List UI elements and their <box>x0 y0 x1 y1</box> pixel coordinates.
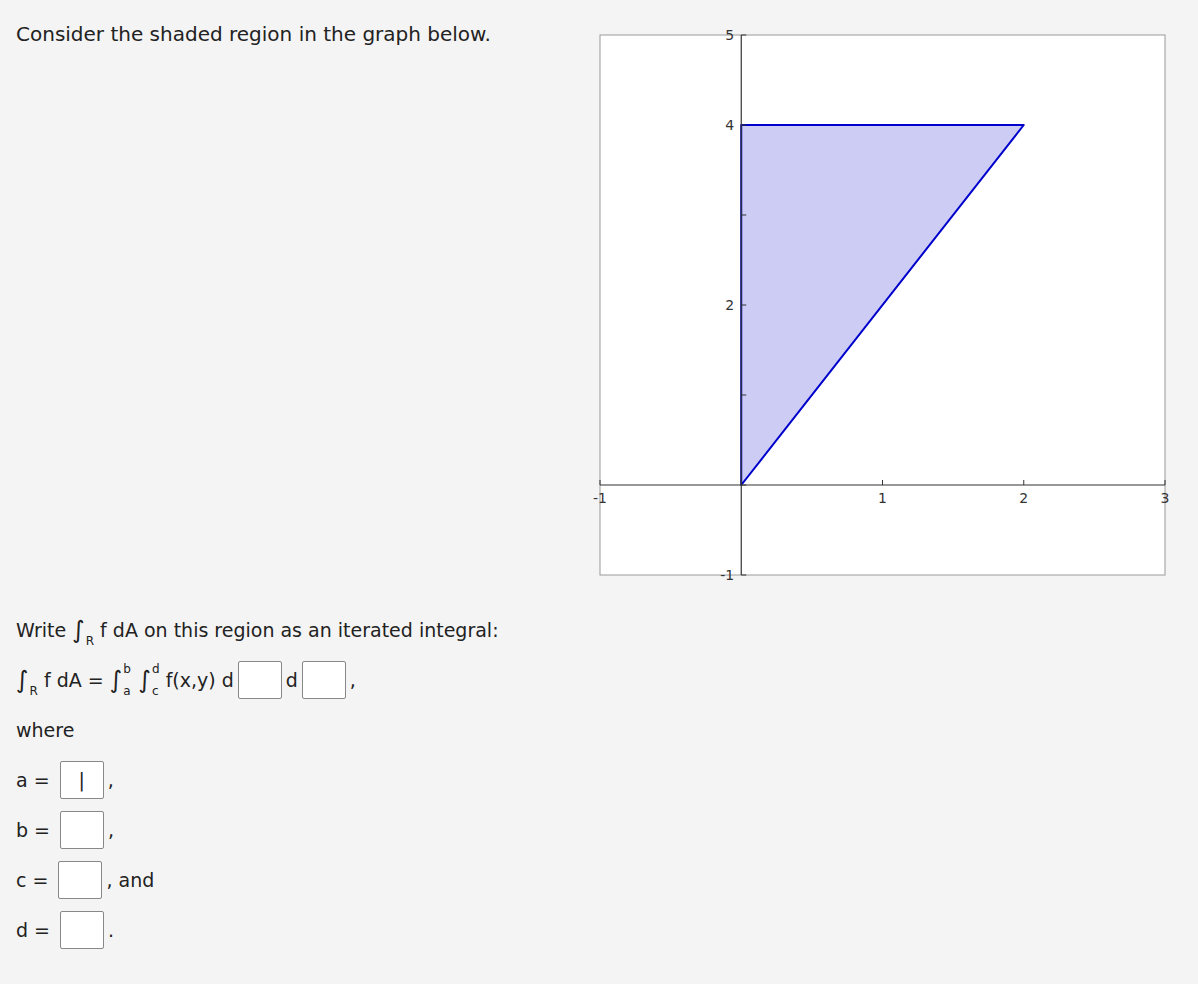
y-tick <box>741 575 746 576</box>
annotation-line: c = , and <box>16 858 154 902</box>
annotation-line: where <box>16 708 74 752</box>
annotation-text: f dA on this region as an iterated integ… <box>94 619 498 641</box>
integral: ∫R <box>16 662 38 698</box>
annotation-text: , <box>350 669 356 691</box>
integral-sign: ∫ <box>110 666 123 694</box>
x-tick-label: 3 <box>1161 490 1170 506</box>
annotation-line: ∫R f dA = ∫ba ∫dc f(x,y) dd, <box>16 658 356 702</box>
y-tick <box>741 485 746 486</box>
annotation-text: . <box>108 919 114 941</box>
answer-box[interactable] <box>60 811 104 849</box>
x-tick <box>600 480 601 485</box>
annotation-line: Write ∫R f dA on this region as an itera… <box>16 608 499 652</box>
annotation-text: Write <box>16 619 72 641</box>
y-tick-label: -1 <box>720 567 734 583</box>
upper-limit: b <box>123 662 131 676</box>
integral: ∫R <box>72 612 94 648</box>
plot-area <box>741 125 1024 485</box>
annotation-text: c = <box>16 869 54 891</box>
x-tick <box>741 480 742 485</box>
y-tick-label: 5 <box>725 27 734 43</box>
cursor: | <box>78 769 84 791</box>
integral: ∫dc <box>131 662 160 698</box>
lower-limit: R <box>30 684 38 698</box>
annotation-text: a = <box>16 769 56 791</box>
integral: ∫ba <box>110 662 131 698</box>
lower-limit: a <box>123 684 131 698</box>
y-tick-label: 2 <box>725 297 734 313</box>
answer-box[interactable] <box>238 661 282 699</box>
y-tick <box>741 215 746 216</box>
answer-box[interactable] <box>60 911 104 949</box>
x-tick <box>1165 480 1166 485</box>
lower-limit: c <box>152 684 160 698</box>
annotation-line: a = |, <box>16 758 114 802</box>
x-tick <box>1023 480 1024 485</box>
x-tick-label: 2 <box>1019 490 1028 506</box>
shaded-region <box>741 125 1024 485</box>
annotation-line: b = , <box>16 808 114 852</box>
y-tick <box>741 125 746 126</box>
annotation-text: d <box>286 669 298 691</box>
x-tick <box>882 480 883 485</box>
annotation-text: , <box>108 769 114 791</box>
annotation-text: f(x,y) d <box>160 669 234 691</box>
annotation-text: d = <box>16 919 56 941</box>
annotation-text: f dA = <box>38 669 110 691</box>
y-tick <box>741 395 746 396</box>
annotation-line: d = . <box>16 908 114 952</box>
annotation-text: where <box>16 719 74 741</box>
annotation-text: b = <box>16 819 56 841</box>
y-tick-label: 4 <box>725 117 734 133</box>
plot-frame <box>600 35 1165 575</box>
annotation-text: , <box>108 819 114 841</box>
answer-box[interactable] <box>302 661 346 699</box>
answer-box[interactable]: | <box>60 761 104 799</box>
lower-limit: R <box>86 634 94 648</box>
y-tick <box>741 35 746 36</box>
chart: -1 1 2 3 -1 2 4 5 <box>560 20 1180 610</box>
title: Consider the shaded region in the graph … <box>16 22 491 46</box>
upper-limit: d <box>152 662 160 676</box>
integral-sign: ∫ <box>131 666 151 694</box>
x-tick-label: -1 <box>593 490 607 506</box>
answer-box[interactable] <box>58 861 102 899</box>
integral-sign: ∫ <box>72 616 85 644</box>
annotation-text: , and <box>106 869 154 891</box>
x-tick-label: 1 <box>878 490 887 506</box>
y-tick <box>741 305 746 306</box>
integral-sign: ∫ <box>16 666 29 694</box>
